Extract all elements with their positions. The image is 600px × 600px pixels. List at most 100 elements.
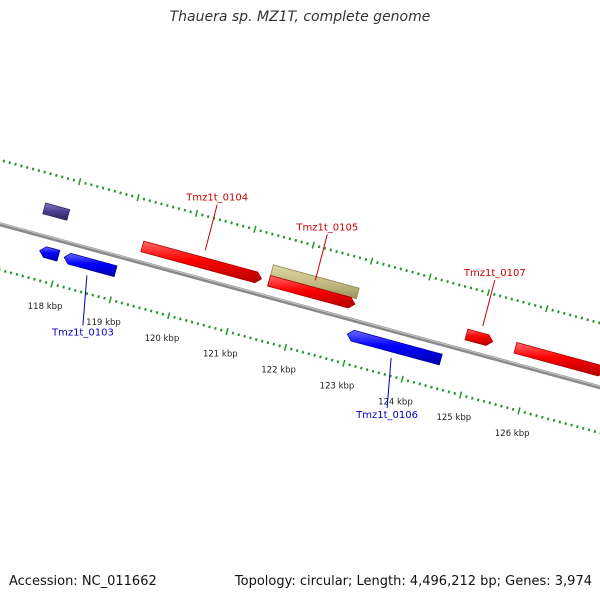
minor-tick-inner bbox=[155, 311, 159, 315]
minor-tick-outer bbox=[317, 245, 321, 249]
minor-tick-inner bbox=[254, 338, 258, 342]
feature-label[interactable]: Tmz1t_0107 bbox=[463, 268, 526, 279]
minor-tick-outer bbox=[271, 232, 274, 236]
minor-tick-inner bbox=[336, 360, 340, 364]
minor-tick-outer bbox=[171, 205, 175, 209]
minor-tick-outer bbox=[323, 246, 327, 250]
feature-tmz1t-0103[interactable] bbox=[63, 252, 118, 278]
minor-tick-outer bbox=[475, 288, 479, 292]
minor-tick-inner bbox=[412, 380, 416, 384]
minor-tick-outer bbox=[452, 281, 455, 285]
minor-tick-outer bbox=[306, 242, 309, 246]
minor-tick-inner bbox=[301, 350, 305, 354]
minor-tick-inner bbox=[97, 295, 100, 299]
scale-tick-label: 125 kbp bbox=[436, 413, 471, 423]
feature-label[interactable]: Tmz1t_0104 bbox=[185, 193, 248, 204]
feature-tmz1t-0107[interactable] bbox=[464, 328, 494, 346]
minor-tick-outer bbox=[358, 256, 362, 260]
minor-tick-outer bbox=[166, 204, 169, 208]
feature-tmz1t-0104[interactable] bbox=[140, 240, 263, 284]
minor-tick-inner bbox=[500, 404, 503, 408]
feature-label[interactable]: Tmz1t_0105 bbox=[295, 222, 358, 233]
minor-tick-inner bbox=[465, 395, 468, 399]
feature-pseudo-0[interactable] bbox=[42, 202, 71, 221]
minor-tick-inner bbox=[62, 285, 65, 289]
minor-tick-inner bbox=[208, 325, 211, 329]
major-tick-outer bbox=[545, 305, 549, 313]
scale-tick-label: 120 kbp bbox=[145, 334, 180, 344]
feature-label[interactable]: Tmz1t_0106 bbox=[355, 410, 418, 421]
minor-tick-outer bbox=[49, 172, 52, 176]
feature-rna-4[interactable] bbox=[270, 264, 360, 300]
minor-tick-inner bbox=[447, 390, 451, 394]
minor-tick-outer bbox=[276, 234, 280, 238]
minor-tick-outer bbox=[95, 184, 99, 188]
minor-tick-outer bbox=[218, 218, 222, 222]
major-tick-outer bbox=[194, 209, 199, 217]
major-tick-outer bbox=[311, 241, 315, 249]
minor-tick-inner bbox=[471, 396, 474, 400]
feature-gene-1[interactable] bbox=[39, 246, 61, 262]
minor-tick-inner bbox=[15, 272, 19, 276]
minor-tick-inner bbox=[406, 379, 410, 383]
minor-tick-inner bbox=[173, 315, 176, 319]
scale-tick-label: 121 kbp bbox=[203, 350, 238, 360]
scale-tick-label: 126 kbp bbox=[495, 429, 530, 439]
minor-tick-outer bbox=[282, 235, 286, 239]
minor-tick-inner bbox=[38, 279, 42, 283]
minor-tick-outer bbox=[516, 299, 519, 303]
minor-tick-outer bbox=[206, 215, 210, 219]
minor-tick-outer bbox=[113, 189, 117, 193]
minor-tick-inner bbox=[144, 307, 147, 311]
minor-tick-outer bbox=[504, 296, 508, 300]
minor-tick-inner bbox=[529, 412, 532, 416]
minor-tick-inner bbox=[149, 309, 153, 313]
minor-tick-inner bbox=[243, 334, 246, 338]
minor-tick-outer bbox=[241, 224, 245, 228]
minor-tick-outer bbox=[265, 230, 268, 234]
minor-tick-outer bbox=[201, 213, 204, 217]
major-tick-outer bbox=[78, 178, 82, 186]
label-leader-line bbox=[314, 234, 328, 281]
feature-track bbox=[39, 202, 600, 377]
minor-tick-outer bbox=[481, 289, 484, 293]
minor-tick-inner bbox=[453, 391, 457, 395]
minor-tick-inner bbox=[482, 399, 486, 403]
minor-tick-outer bbox=[568, 313, 572, 317]
minor-tick-outer bbox=[183, 208, 187, 212]
minor-tick-inner bbox=[377, 371, 381, 375]
genome-backbone bbox=[0, 222, 600, 390]
feature-gene-8[interactable] bbox=[513, 342, 600, 377]
minor-tick-inner bbox=[488, 401, 492, 405]
minor-tick-inner bbox=[27, 276, 30, 280]
minor-tick-inner bbox=[21, 274, 25, 278]
label-leader-line bbox=[82, 275, 88, 326]
minor-tick-outer bbox=[84, 181, 87, 185]
label-leader-line bbox=[204, 204, 218, 251]
minor-tick-inner bbox=[132, 304, 135, 308]
feature-label[interactable]: Tmz1t_0103 bbox=[51, 327, 114, 338]
minor-tick-outer bbox=[492, 292, 496, 296]
minor-tick-inner bbox=[389, 374, 392, 378]
feature-tmz1t-0106[interactable] bbox=[346, 329, 443, 366]
minor-tick-inner bbox=[126, 303, 130, 307]
minor-tick-inner bbox=[73, 288, 77, 292]
minor-tick-inner bbox=[196, 322, 200, 326]
minor-tick-outer bbox=[440, 278, 443, 282]
minor-tick-inner bbox=[44, 280, 48, 284]
minor-tick-outer bbox=[148, 199, 152, 203]
genome-summary-text: Topology: circular; Length: 4,496,212 bp… bbox=[234, 574, 592, 589]
minor-tick-inner bbox=[354, 364, 357, 369]
minor-tick-outer bbox=[469, 286, 473, 290]
minor-tick-inner bbox=[360, 366, 363, 370]
feature-tmz1t-0105[interactable] bbox=[267, 275, 356, 309]
minor-tick-outer bbox=[154, 200, 157, 204]
minor-tick-inner bbox=[260, 339, 264, 343]
minor-tick-outer bbox=[142, 197, 146, 201]
minor-tick-outer bbox=[294, 238, 298, 242]
minor-tick-outer bbox=[230, 221, 233, 225]
minor-tick-outer bbox=[551, 308, 554, 312]
major-tick-inner bbox=[108, 296, 112, 304]
minor-tick-outer bbox=[8, 161, 11, 165]
